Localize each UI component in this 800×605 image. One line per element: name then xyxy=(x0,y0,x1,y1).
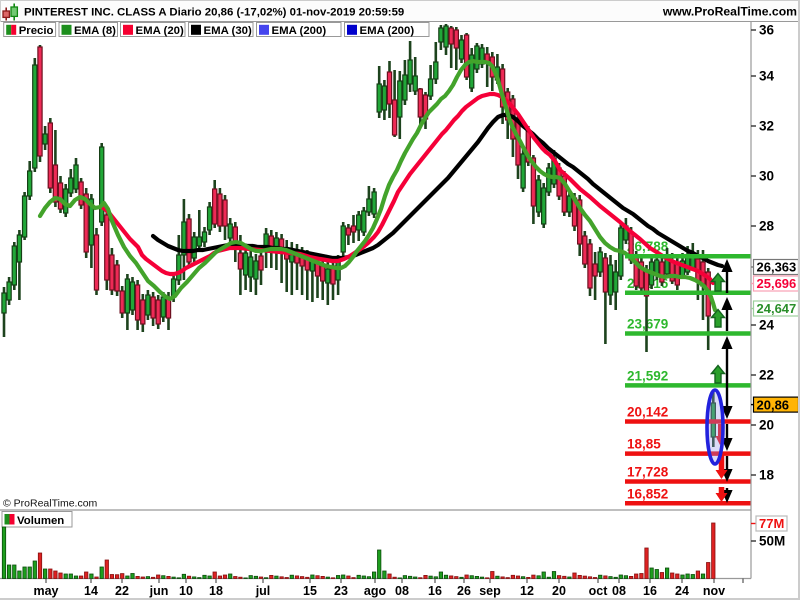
svg-text:25,696: 25,696 xyxy=(757,276,797,291)
svg-text:08: 08 xyxy=(395,584,409,598)
svg-text:oct: oct xyxy=(589,584,609,598)
svg-text:16,852: 16,852 xyxy=(627,486,668,501)
svg-text:www.ProRealTime.com: www.ProRealTime.com xyxy=(662,5,797,19)
svg-text:18: 18 xyxy=(759,468,775,483)
svg-text:jul: jul xyxy=(255,584,271,598)
svg-text:21,592: 21,592 xyxy=(627,368,668,383)
svg-text:12: 12 xyxy=(520,584,534,598)
svg-text:sep: sep xyxy=(479,584,501,598)
svg-text:15: 15 xyxy=(303,584,317,598)
svg-text:36: 36 xyxy=(759,23,775,38)
svg-text:18: 18 xyxy=(209,584,223,598)
svg-text:08: 08 xyxy=(612,584,626,598)
svg-text:Precio: Precio xyxy=(19,25,54,37)
svg-text:34: 34 xyxy=(759,69,775,84)
svg-text:may: may xyxy=(33,584,58,598)
svg-text:50M: 50M xyxy=(759,534,785,549)
svg-text:32: 32 xyxy=(759,119,774,134)
svg-text:20: 20 xyxy=(552,584,566,598)
svg-text:EMA (8): EMA (8) xyxy=(74,25,116,37)
svg-text:24: 24 xyxy=(675,584,689,598)
svg-text:30: 30 xyxy=(759,169,774,184)
svg-text:EMA (200): EMA (200) xyxy=(272,25,327,37)
svg-text:24: 24 xyxy=(759,318,775,333)
svg-text:Volumen: Volumen xyxy=(17,515,64,527)
svg-text:16: 16 xyxy=(428,584,442,598)
svg-text:77M: 77M xyxy=(759,516,784,531)
svg-text:EMA (200): EMA (200) xyxy=(360,25,415,37)
svg-text:PINTEREST INC. CLASS A Diario: PINTEREST INC. CLASS A Diario 20,86 (-17… xyxy=(24,7,404,19)
svg-text:14: 14 xyxy=(84,584,98,598)
svg-text:16: 16 xyxy=(643,584,657,598)
svg-text:© ProRealTime.com: © ProRealTime.com xyxy=(3,498,98,510)
svg-text:jun: jun xyxy=(149,584,169,598)
svg-text:24,647: 24,647 xyxy=(757,301,797,316)
svg-text:23: 23 xyxy=(334,584,348,598)
svg-text:22: 22 xyxy=(759,368,774,383)
svg-text:17,728: 17,728 xyxy=(627,465,669,480)
svg-text:10: 10 xyxy=(179,584,193,598)
svg-text:22: 22 xyxy=(115,584,129,598)
svg-text:26,363: 26,363 xyxy=(757,260,797,275)
svg-text:ago: ago xyxy=(364,584,387,598)
svg-text:28: 28 xyxy=(759,219,775,234)
svg-text:18,85: 18,85 xyxy=(627,437,661,452)
svg-text:26: 26 xyxy=(457,584,471,598)
svg-text:20,142: 20,142 xyxy=(627,405,668,420)
svg-text:EMA (30): EMA (30) xyxy=(204,25,253,37)
svg-text:20: 20 xyxy=(759,418,774,433)
svg-text:EMA (20): EMA (20) xyxy=(136,25,185,37)
svg-text:20,86: 20,86 xyxy=(757,397,790,412)
svg-text:nov: nov xyxy=(703,584,725,598)
